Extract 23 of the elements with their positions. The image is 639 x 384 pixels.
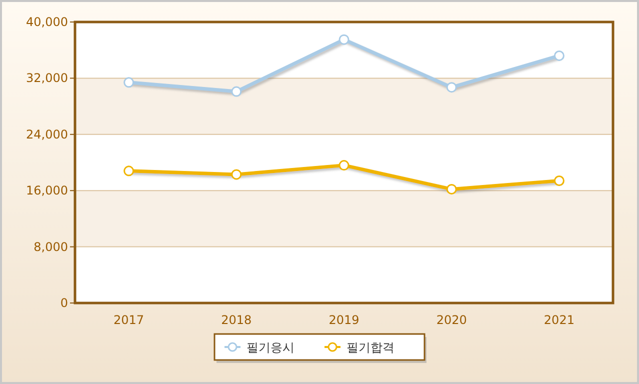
- point: [338, 34, 350, 45]
- legend-label: 필기합격: [346, 340, 394, 354]
- y-tick-label: 40,000: [26, 15, 68, 29]
- y-tick-label: 32,000: [26, 71, 68, 86]
- x-tick-label: 2019: [328, 313, 360, 327]
- x-tick-label: 2021: [544, 313, 574, 327]
- point: [124, 77, 134, 88]
- y-tick-label: 8,000: [34, 240, 68, 254]
- point: [446, 184, 457, 194]
- y-tick-label: 0: [60, 296, 68, 310]
- point: [338, 160, 350, 171]
- legend-label: 필기응시: [246, 340, 294, 354]
- y-tick-label: 24,000: [26, 127, 68, 142]
- point: [231, 169, 242, 180]
- x-tick-label: 2020: [436, 313, 467, 327]
- point: [554, 176, 564, 186]
- point: [231, 86, 242, 97]
- y-tick-label: 16,000: [26, 184, 68, 198]
- point: [446, 82, 457, 93]
- x-tick-label: 2018: [221, 313, 252, 327]
- point: [124, 166, 134, 176]
- point: [554, 50, 564, 61]
- x-tick-label: 2017: [114, 313, 144, 327]
